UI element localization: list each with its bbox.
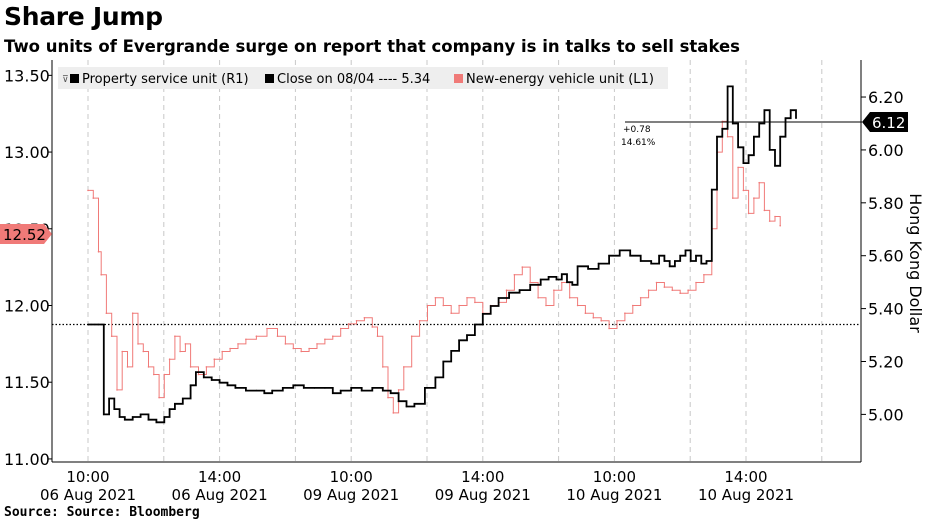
left-tick-label-1: 11.50	[4, 373, 50, 392]
legend: ⊽ Property service unit (R1) Close on 08…	[58, 67, 668, 89]
legend-swatch-property	[70, 74, 79, 83]
legend-glyph-icon: ⊽	[62, 75, 69, 85]
legend-label-close: Close on 08/04 ---- 5.34	[277, 72, 430, 87]
grid-lines	[87, 60, 823, 462]
right-last-value-label: 6.12	[872, 114, 905, 132]
x-tick-date-2: 09 Aug 2021	[303, 486, 399, 504]
chart-subtitle: Two units of Evergrande surge on report …	[4, 37, 740, 56]
right-tick-label-0: 5.00	[868, 405, 904, 424]
source-note: Source: Source: Bloomberg	[4, 505, 200, 520]
x-tick-date-1: 06 Aug 2021	[172, 486, 268, 504]
left-last-value-marker: 12.52	[0, 224, 52, 244]
right-axis-ticks: 5.00 5.20 5.40 5.60 5.80 6.00 6.20	[861, 88, 904, 424]
left-tick-label-0: 11.00	[4, 450, 50, 469]
legend-label-nev: New-energy vehicle unit (L1)	[466, 72, 654, 87]
series-property-service	[87, 85, 797, 424]
right-tick-label-3: 5.60	[868, 247, 904, 266]
right-tick-label-5: 6.00	[868, 141, 904, 160]
right-tick-label-1: 5.20	[868, 353, 904, 372]
series-line-property	[88, 85, 797, 424]
x-tick-time-1: 14:00	[198, 468, 241, 486]
series-layer	[87, 85, 797, 424]
right-tick-label-2: 5.40	[868, 300, 904, 319]
x-tick-date-4: 10 Aug 2021	[566, 486, 662, 504]
x-tick-time-2: 10:00	[330, 468, 373, 486]
right-tick-label-4: 5.80	[868, 194, 904, 213]
series-line-nev	[88, 120, 781, 414]
annotation-change: +0.78	[623, 125, 651, 135]
x-tick-date-0: 06 Aug 2021	[40, 486, 136, 504]
legend-label-property: Property service unit (R1)	[82, 72, 249, 87]
legend-swatch-nev	[454, 74, 463, 83]
chart-title: Share Jump	[4, 2, 163, 31]
left-tick-label-2: 12.00	[4, 296, 50, 315]
x-tick-time-3: 14:00	[461, 468, 504, 486]
right-axis-label: Hong Kong Dollar	[906, 193, 925, 333]
right-last-value-marker: 6.12	[625, 112, 908, 132]
x-tick-time-0: 10:00	[66, 468, 109, 486]
series-new-energy-vehicle	[87, 120, 781, 414]
legend-swatch-close	[265, 74, 274, 83]
right-tick-label-6: 6.20	[868, 88, 904, 107]
x-tick-date-3: 09 Aug 2021	[435, 486, 531, 504]
left-last-value-label: 12.52	[3, 226, 46, 244]
left-tick-label-4: 13.00	[4, 143, 50, 162]
annotation-percent: 14.61%	[621, 138, 656, 148]
x-tick-time-4: 10:00	[593, 468, 636, 486]
legend-box	[58, 67, 668, 89]
x-tick-time-5: 14:00	[724, 468, 767, 486]
left-tick-label-5: 13.50	[4, 66, 50, 85]
x-tick-date-5: 10 Aug 2021	[698, 486, 794, 504]
